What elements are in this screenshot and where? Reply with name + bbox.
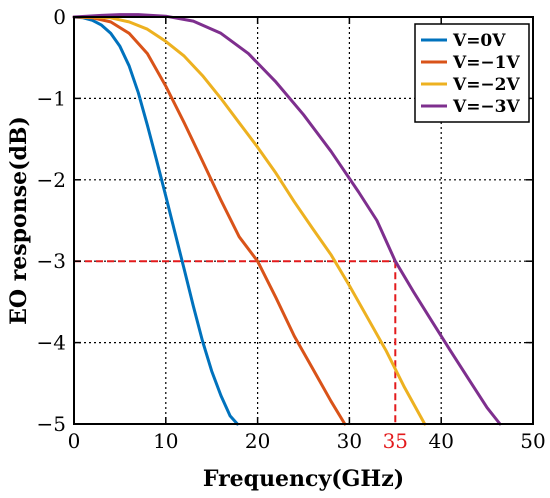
x-axis-label: Frequency(GHz) [203,466,404,492]
y-tick-label: −3 [37,249,66,273]
series-line-4 [72,13,502,426]
x-tick-label: 0 [68,429,81,453]
x-tick-label: 10 [153,429,178,453]
y-tick-label: −5 [37,412,66,436]
legend-label-1: V=0V [452,31,506,51]
y-axis-label: EO response(dB) [6,116,32,325]
annotation [74,260,397,424]
x-tick-label: 40 [428,429,453,453]
y-tick-label: −1 [37,86,66,110]
legend-label-4: V=−3V [452,97,521,117]
y-tick-label: −2 [37,168,66,192]
x-tick-label: 20 [245,429,270,453]
annotation-label: 35 [383,429,408,453]
y-tick-label: −4 [37,331,66,355]
grid [74,17,533,424]
series-line-2 [72,15,347,426]
x-tick-label: 30 [337,429,362,453]
series-lines [72,13,502,426]
legend-label-2: V=−1V [452,53,521,73]
x-tick-label: 50 [520,429,545,453]
series-line-3 [72,15,427,426]
tick-labels: 0 10 20 30 40 50 35 0 −1 −2 −3 −4 −5 [37,5,546,453]
legend-label-3: V=−2V [452,75,521,95]
plot-frame [73,16,534,425]
legend: V=0VV=−1VV=−2VV=−3V [414,23,530,123]
y-tick-label: 0 [53,5,66,29]
series-line-1 [72,15,239,426]
